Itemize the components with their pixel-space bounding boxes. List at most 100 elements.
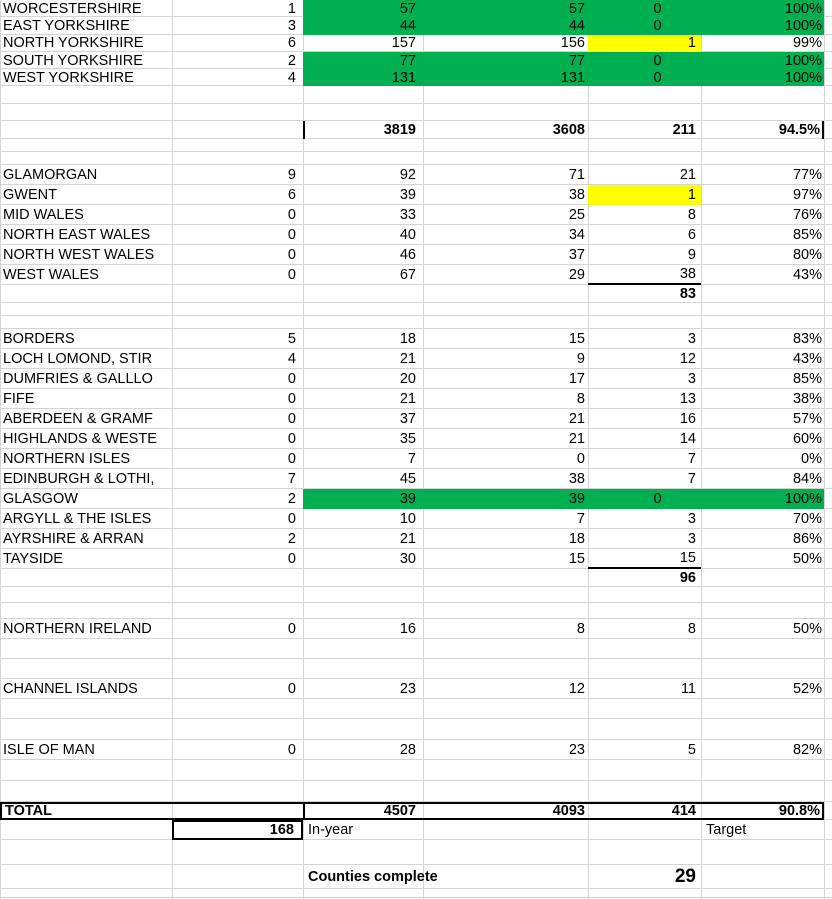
cell-total[interactable]: 21 — [399, 391, 416, 408]
cell-county-name[interactable]: NORTHERN ISLES — [3, 451, 131, 468]
cell-complete[interactable]: 7 — [576, 511, 585, 528]
cell-complete[interactable]: 12 — [568, 681, 585, 698]
cell-complete[interactable]: 8 — [576, 391, 585, 408]
cell-complete[interactable]: 9 — [576, 351, 585, 368]
cell-empty[interactable] — [701, 285, 824, 303]
cell-outstanding[interactable]: 3 — [687, 371, 696, 388]
cell-grand-total[interactable]: 4507 — [303, 802, 423, 821]
cell-complete[interactable]: 8 — [576, 621, 585, 638]
cell-outstanding[interactable]: 16 — [679, 411, 696, 428]
cell-percent[interactable]: 85% — [792, 227, 822, 244]
cell-outstanding[interactable]: 0 — [588, 17, 701, 35]
cell-county-name[interactable]: DUMFRIES & GALLLO — [3, 371, 153, 388]
cell-county-name[interactable]: NORTH WEST WALES — [3, 247, 155, 264]
cell-county-name[interactable]: NORTHERN IRELAND — [3, 621, 152, 638]
cell-complete[interactable]: 21 — [568, 431, 585, 448]
cell-complete[interactable]: 15 — [568, 551, 585, 568]
cell-percent[interactable]: 57% — [792, 411, 822, 428]
cell-inyear-count[interactable]: 0 — [287, 431, 296, 448]
cell-total[interactable]: 46 — [399, 247, 416, 264]
cell-county-name[interactable]: HIGHLANDS & WESTE — [3, 431, 157, 448]
cell-outstanding[interactable]: 13 — [679, 391, 696, 408]
cell-percent[interactable]: 76% — [792, 207, 822, 224]
cell-percent[interactable]: 43% — [792, 267, 822, 284]
cell-percent[interactable]: 97% — [792, 187, 822, 204]
cell-percent[interactable]: 85% — [792, 371, 822, 388]
cell-empty[interactable] — [423, 569, 588, 587]
cell-percent[interactable]: 100% — [701, 17, 824, 35]
cell-complete[interactable]: 37 — [568, 247, 585, 264]
cell-subtotal-percent[interactable]: 94.5% — [701, 121, 824, 140]
cell-inyear-count[interactable]: 6 — [287, 35, 296, 52]
cell-outstanding[interactable]: 15 — [588, 549, 701, 570]
cell-county-name[interactable]: EDINBURGH & LOTHI, — [3, 471, 155, 488]
cell-total[interactable]: 21 — [399, 351, 416, 368]
cell-percent[interactable]: 77% — [792, 167, 822, 184]
cell-outstanding[interactable]: 8 — [687, 207, 696, 224]
cell-section-outstanding-total[interactable]: 83 — [679, 286, 696, 303]
cell-total[interactable]: 45 — [399, 471, 416, 488]
cell-outstanding[interactable]: 0 — [588, 0, 701, 18]
cell-county-name[interactable]: WEST WALES — [3, 267, 99, 284]
cell-total[interactable]: 28 — [399, 742, 416, 759]
cell-outstanding[interactable]: 6 — [687, 227, 696, 244]
cell-inyear-count[interactable]: 4 — [287, 351, 296, 368]
cell-outstanding[interactable]: 0 — [588, 69, 701, 87]
cell-inyear-count[interactable]: 0 — [287, 411, 296, 428]
cell-inyear-count[interactable]: 0 — [287, 511, 296, 528]
cell-outstanding[interactable]: 9 — [687, 247, 696, 264]
cell-percent[interactable]: 80% — [792, 247, 822, 264]
cell-total[interactable]: 67 — [399, 267, 416, 284]
cell-inyear-count[interactable]: 0 — [287, 681, 296, 698]
cell-outstanding[interactable]: 1 — [588, 34, 701, 52]
cell-outstanding[interactable]: 12 — [679, 351, 696, 368]
cell-empty[interactable] — [701, 569, 824, 587]
cell-county-name[interactable]: WEST YORKSHIRE — [3, 69, 134, 86]
cell-total[interactable]: 7 — [407, 451, 416, 468]
cell-inyear-count[interactable]: 1 — [287, 0, 296, 17]
cell-percent[interactable]: 38% — [792, 391, 822, 408]
cell-empty[interactable] — [172, 285, 303, 303]
cell-total[interactable]: 37 — [399, 411, 416, 428]
cell-inyear-count[interactable]: 0 — [287, 391, 296, 408]
cell-subtotal-total[interactable]: 3819 — [303, 121, 423, 140]
cell-complete[interactable]: 38 — [568, 471, 585, 488]
cell-subtotal-complete[interactable]: 3608 — [552, 122, 585, 139]
cell-empty[interactable] — [303, 285, 423, 303]
cell-percent[interactable]: 100% — [701, 69, 824, 87]
cell-county-name[interactable]: CHANNEL ISLANDS — [3, 681, 138, 698]
cell-outstanding[interactable]: 8 — [687, 621, 696, 638]
cell-complete[interactable]: 131 — [423, 69, 588, 87]
cell-subtotal-outstanding[interactable]: 211 — [672, 122, 696, 139]
cell-inyear-count[interactable]: 0 — [287, 227, 296, 244]
cell-inyear-label[interactable]: In-year — [308, 822, 354, 839]
cell-inyear-count[interactable]: 2 — [287, 491, 296, 508]
cell-complete[interactable]: 34 — [568, 227, 585, 244]
cell-county-name[interactable]: GWENT — [3, 187, 57, 204]
cell-county-name[interactable]: BORDERS — [3, 331, 75, 348]
cell-inyear-count[interactable]: 0 — [287, 621, 296, 638]
cell-county-name[interactable]: MID WALES — [3, 207, 84, 224]
cell-outstanding[interactable]: 7 — [687, 471, 696, 488]
cell-complete[interactable]: 25 — [568, 207, 585, 224]
cell-total[interactable]: 33 — [399, 207, 416, 224]
cell-county-name[interactable]: FIFE — [3, 391, 35, 408]
cell-total[interactable]: 157 — [391, 35, 416, 52]
cell-percent[interactable]: 100% — [701, 0, 824, 18]
cell-empty[interactable] — [0, 121, 172, 139]
cell-inyear-count[interactable]: 0 — [287, 267, 296, 284]
cell-complete[interactable]: 77 — [423, 51, 588, 70]
cell-complete[interactable]: 39 — [423, 489, 588, 510]
cell-county-name[interactable]: TAYSIDE — [3, 551, 63, 568]
cell-county-name[interactable]: EAST YORKSHIRE — [3, 17, 130, 34]
cell-percent[interactable]: 82% — [792, 742, 822, 759]
cell-empty[interactable] — [423, 820, 588, 840]
cell-county-name[interactable]: ARGYLL & THE ISLES — [3, 511, 152, 528]
cell-county-name[interactable]: GLAMORGAN — [3, 167, 98, 184]
cell-outstanding[interactable]: 7 — [687, 451, 696, 468]
cell-total[interactable]: 23 — [399, 681, 416, 698]
cell-outstanding[interactable]: 5 — [687, 742, 696, 759]
cell-inyear-count[interactable]: 7 — [287, 471, 296, 488]
cell-total[interactable]: 92 — [399, 167, 416, 184]
cell-grand-outstanding[interactable]: 414 — [588, 802, 701, 821]
